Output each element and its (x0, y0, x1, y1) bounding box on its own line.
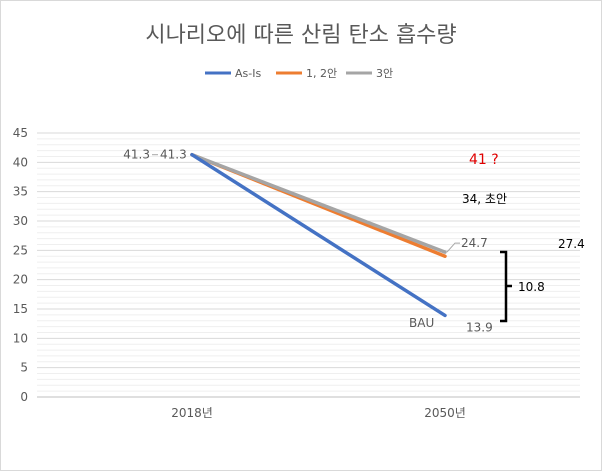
y-tick-label: 30 (13, 214, 28, 228)
legend-label: 1, 2안 (306, 67, 337, 80)
annotation-first-draft: 34, 초안 (462, 192, 507, 206)
chart-title: 시나리오에 따른 산림 탄소 흡수량 (145, 23, 456, 48)
annotation-side-value: 27.4 (558, 237, 585, 251)
x-axis-ticks: 2018년 2050년 (171, 406, 466, 420)
y-axis-ticks: 0 5 10 15 20 25 30 35 40 45 (13, 126, 28, 404)
series-line (190, 152, 447, 318)
y-tick-label: 5 (20, 361, 28, 375)
data-label: 24.7 (461, 236, 488, 250)
annotation-red-target: 41 ? (469, 152, 499, 168)
y-tick-label: 25 (13, 243, 28, 257)
gridlines (37, 132, 580, 398)
data-labels: 41.3 41.3 24.7 13.9 (123, 148, 492, 335)
legend-label: 3안 (376, 67, 393, 80)
legend-label: As-Is (235, 67, 261, 80)
x-tick-label: 2050년 (424, 406, 466, 420)
y-tick-label: 15 (13, 302, 28, 316)
series-line (190, 152, 447, 254)
data-label: 13.9 (466, 320, 493, 334)
leader-line (446, 242, 460, 253)
series-lines (190, 152, 447, 318)
y-tick-label: 20 (13, 273, 28, 287)
annotation-bau: BAU (409, 316, 434, 330)
x-tick-label: 2018년 (171, 406, 213, 420)
annotation-gap: 10.8 (518, 280, 545, 294)
data-label: 41.3 (123, 148, 150, 162)
y-tick-label: 0 (20, 390, 28, 404)
y-tick-label: 35 (13, 185, 28, 199)
data-label: 41.3 (160, 148, 187, 162)
legend: As-Is 1, 2안 3안 (205, 67, 393, 80)
y-tick-label: 10 (13, 331, 28, 345)
y-tick-label: 40 (13, 155, 28, 169)
y-tick-label: 45 (13, 126, 28, 140)
